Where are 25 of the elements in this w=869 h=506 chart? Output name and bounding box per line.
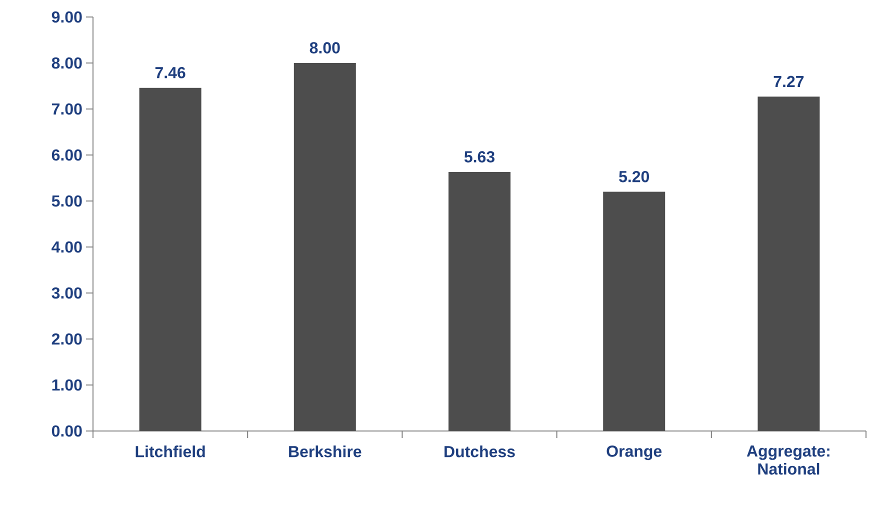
bar (139, 88, 202, 431)
bar (758, 96, 820, 431)
y-tick-label: 0.00 (52, 425, 82, 437)
y-tick-label: 1.00 (52, 379, 82, 391)
bar (603, 192, 666, 431)
y-tick-label: 4.00 (52, 241, 82, 253)
x-tick-label: Dutchess (444, 446, 515, 458)
data-label: 7.46 (155, 66, 186, 78)
y-tick-label: 3.00 (52, 287, 82, 299)
data-label: 8.00 (310, 42, 340, 54)
data-label: 5.63 (464, 151, 494, 162)
bar (448, 172, 511, 431)
data-label: 5.20 (619, 170, 650, 182)
x-tick-label: Litchfield (136, 446, 205, 458)
x-tick-label: Aggregate: National (746, 446, 830, 475)
data-label: 7.27 (774, 76, 804, 88)
y-tick-label: 7.00 (52, 103, 82, 115)
y-tick-label: 8.00 (52, 57, 82, 69)
x-tick-label: Orange (606, 446, 662, 460)
y-tick-label: 2.00 (52, 333, 82, 345)
y-tick-label: 9.00 (52, 11, 82, 23)
x-tick-label: Berkshire (289, 446, 362, 458)
bar (294, 63, 356, 431)
y-tick-label: 6.00 (52, 149, 82, 161)
y-tick-label: 5.00 (52, 195, 82, 207)
